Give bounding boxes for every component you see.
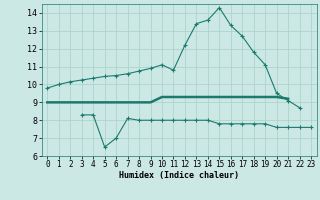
X-axis label: Humidex (Indice chaleur): Humidex (Indice chaleur) (119, 171, 239, 180)
